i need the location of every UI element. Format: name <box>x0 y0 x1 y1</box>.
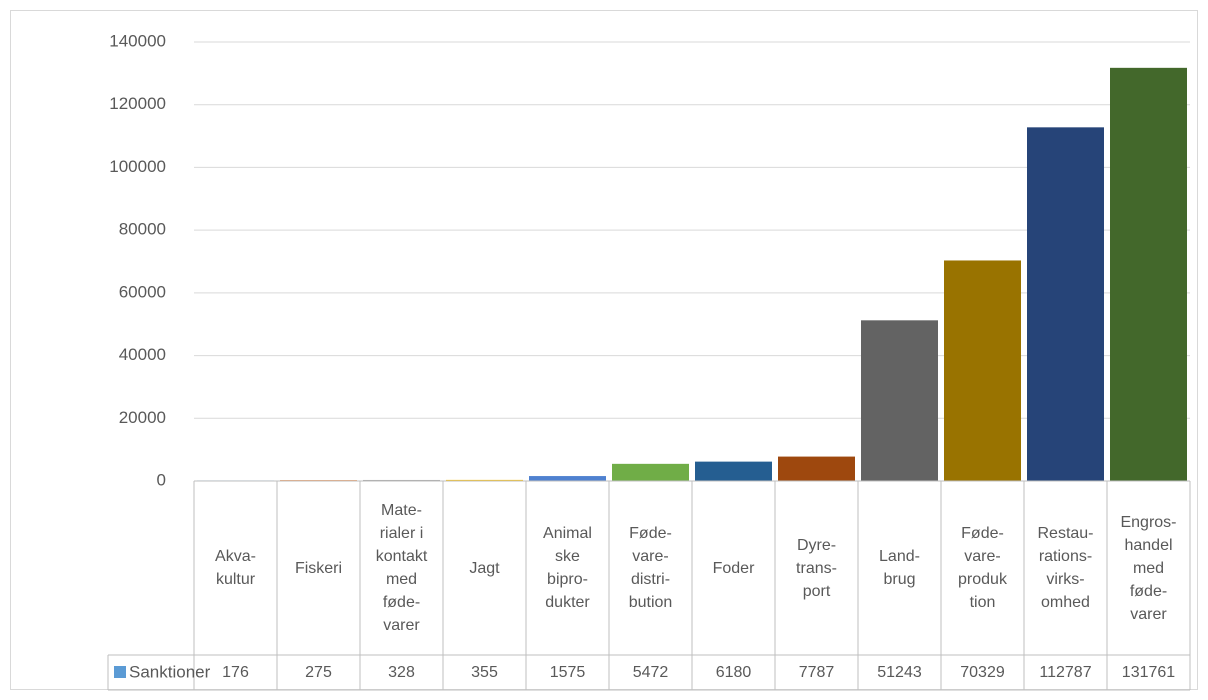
bar <box>612 463 689 481</box>
x-tick-label: Animal ske bipro- dukter <box>543 525 592 611</box>
x-tick-label: Fiskeri <box>294 559 343 577</box>
bar <box>778 456 855 481</box>
x-tick-label: Mate- rialer i kontakt med føde- varer <box>375 502 428 634</box>
x-tick-label: Foder <box>712 559 755 577</box>
bar <box>861 320 938 481</box>
table-value: 176 <box>222 664 249 681</box>
y-tick-label: 20000 <box>119 408 166 427</box>
table-value: 275 <box>305 664 332 681</box>
bar <box>695 461 772 481</box>
table-value: 1575 <box>549 664 586 681</box>
bar <box>1027 127 1104 482</box>
bar <box>529 476 606 481</box>
table-value: 70329 <box>960 664 1005 681</box>
table-value: 51243 <box>877 664 922 681</box>
x-tick-label: Føde- vare- produk tion <box>958 525 1007 611</box>
x-tick-label: Land- brug <box>879 548 920 588</box>
bar <box>446 479 523 481</box>
y-tick-label: 40000 <box>119 345 166 364</box>
table-value: 5472 <box>632 664 669 681</box>
y-tick-label: 60000 <box>119 282 166 301</box>
table-value: 328 <box>388 664 415 681</box>
table-value: 7787 <box>798 664 835 681</box>
x-tick-label: Engros- handel med føde- varer <box>1120 513 1177 623</box>
y-tick-label: 0 <box>157 470 166 489</box>
x-tick-label: Føde- vare- distri- bution <box>628 525 673 611</box>
table-value: 131761 <box>1121 664 1176 681</box>
table-value: 112787 <box>1039 664 1092 681</box>
bar <box>363 479 440 481</box>
legend-label: Sanktioner <box>129 662 211 681</box>
bar <box>1110 67 1187 482</box>
x-tick-label: Restau- rations- virks- omhed <box>1037 525 1094 611</box>
table-value: 6180 <box>715 664 752 681</box>
y-tick-label: 80000 <box>119 220 166 239</box>
x-tick-label: Dyre- trans- port <box>796 536 837 600</box>
table-value: 355 <box>471 664 498 681</box>
bar <box>944 260 1021 481</box>
legend-key <box>114 666 126 678</box>
y-tick-label: 100000 <box>109 157 166 176</box>
x-tick-label: Akva- kultur <box>215 548 256 588</box>
x-tick-label: Jagt <box>469 559 500 577</box>
y-tick-label: 140000 <box>109 31 166 50</box>
y-tick-label: 120000 <box>109 94 166 113</box>
